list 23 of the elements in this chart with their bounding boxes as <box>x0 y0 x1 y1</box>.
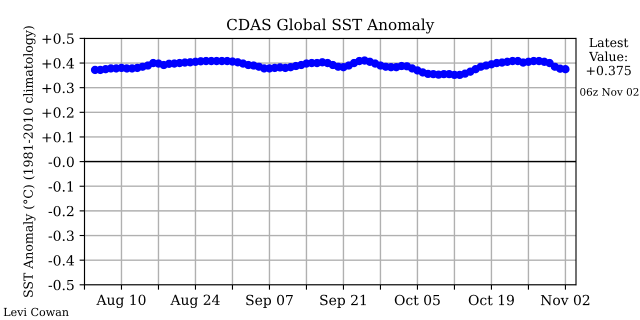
x-tick-label: Aug 10 <box>96 294 146 308</box>
y-tick-label: -0.0 <box>48 156 74 168</box>
y-tick-label: +0.3 <box>42 82 74 94</box>
y-tick-label: -0.1 <box>48 181 73 192</box>
x-tick-label: Sep 21 <box>320 294 366 308</box>
x-tick-label: Aug 24 <box>170 294 220 308</box>
x-tick-label: Sep 07 <box>246 294 293 308</box>
y-tick-label: -0.3 <box>48 230 74 241</box>
y-tick-label: +0.4 <box>42 58 74 69</box>
y-tick-label: -0.5 <box>48 280 74 290</box>
text: 06z Nov 02 <box>580 88 638 96</box>
x-tick-label: Oct 05 <box>394 294 440 306</box>
y-tick-label: -0.2 <box>48 206 74 216</box>
y-tick-label: -0.4 <box>48 255 74 266</box>
x-tick-label: Nov 02 <box>540 294 590 306</box>
y-tick-label: +0.1 <box>42 132 73 142</box>
text: Latest Value: +0.375 <box>586 38 631 76</box>
y-axis-title: SST Anomaly (°C) (1981-2010 climatology) <box>23 26 36 297</box>
y-tick-label: +0.5 <box>42 33 74 44</box>
x-tick-label: Oct 19 <box>468 294 514 306</box>
chart-title: CDAS Global SST Anomaly <box>227 18 434 34</box>
text: Levi Cowan <box>4 308 69 316</box>
y-tick-label: +0.2 <box>42 107 74 118</box>
